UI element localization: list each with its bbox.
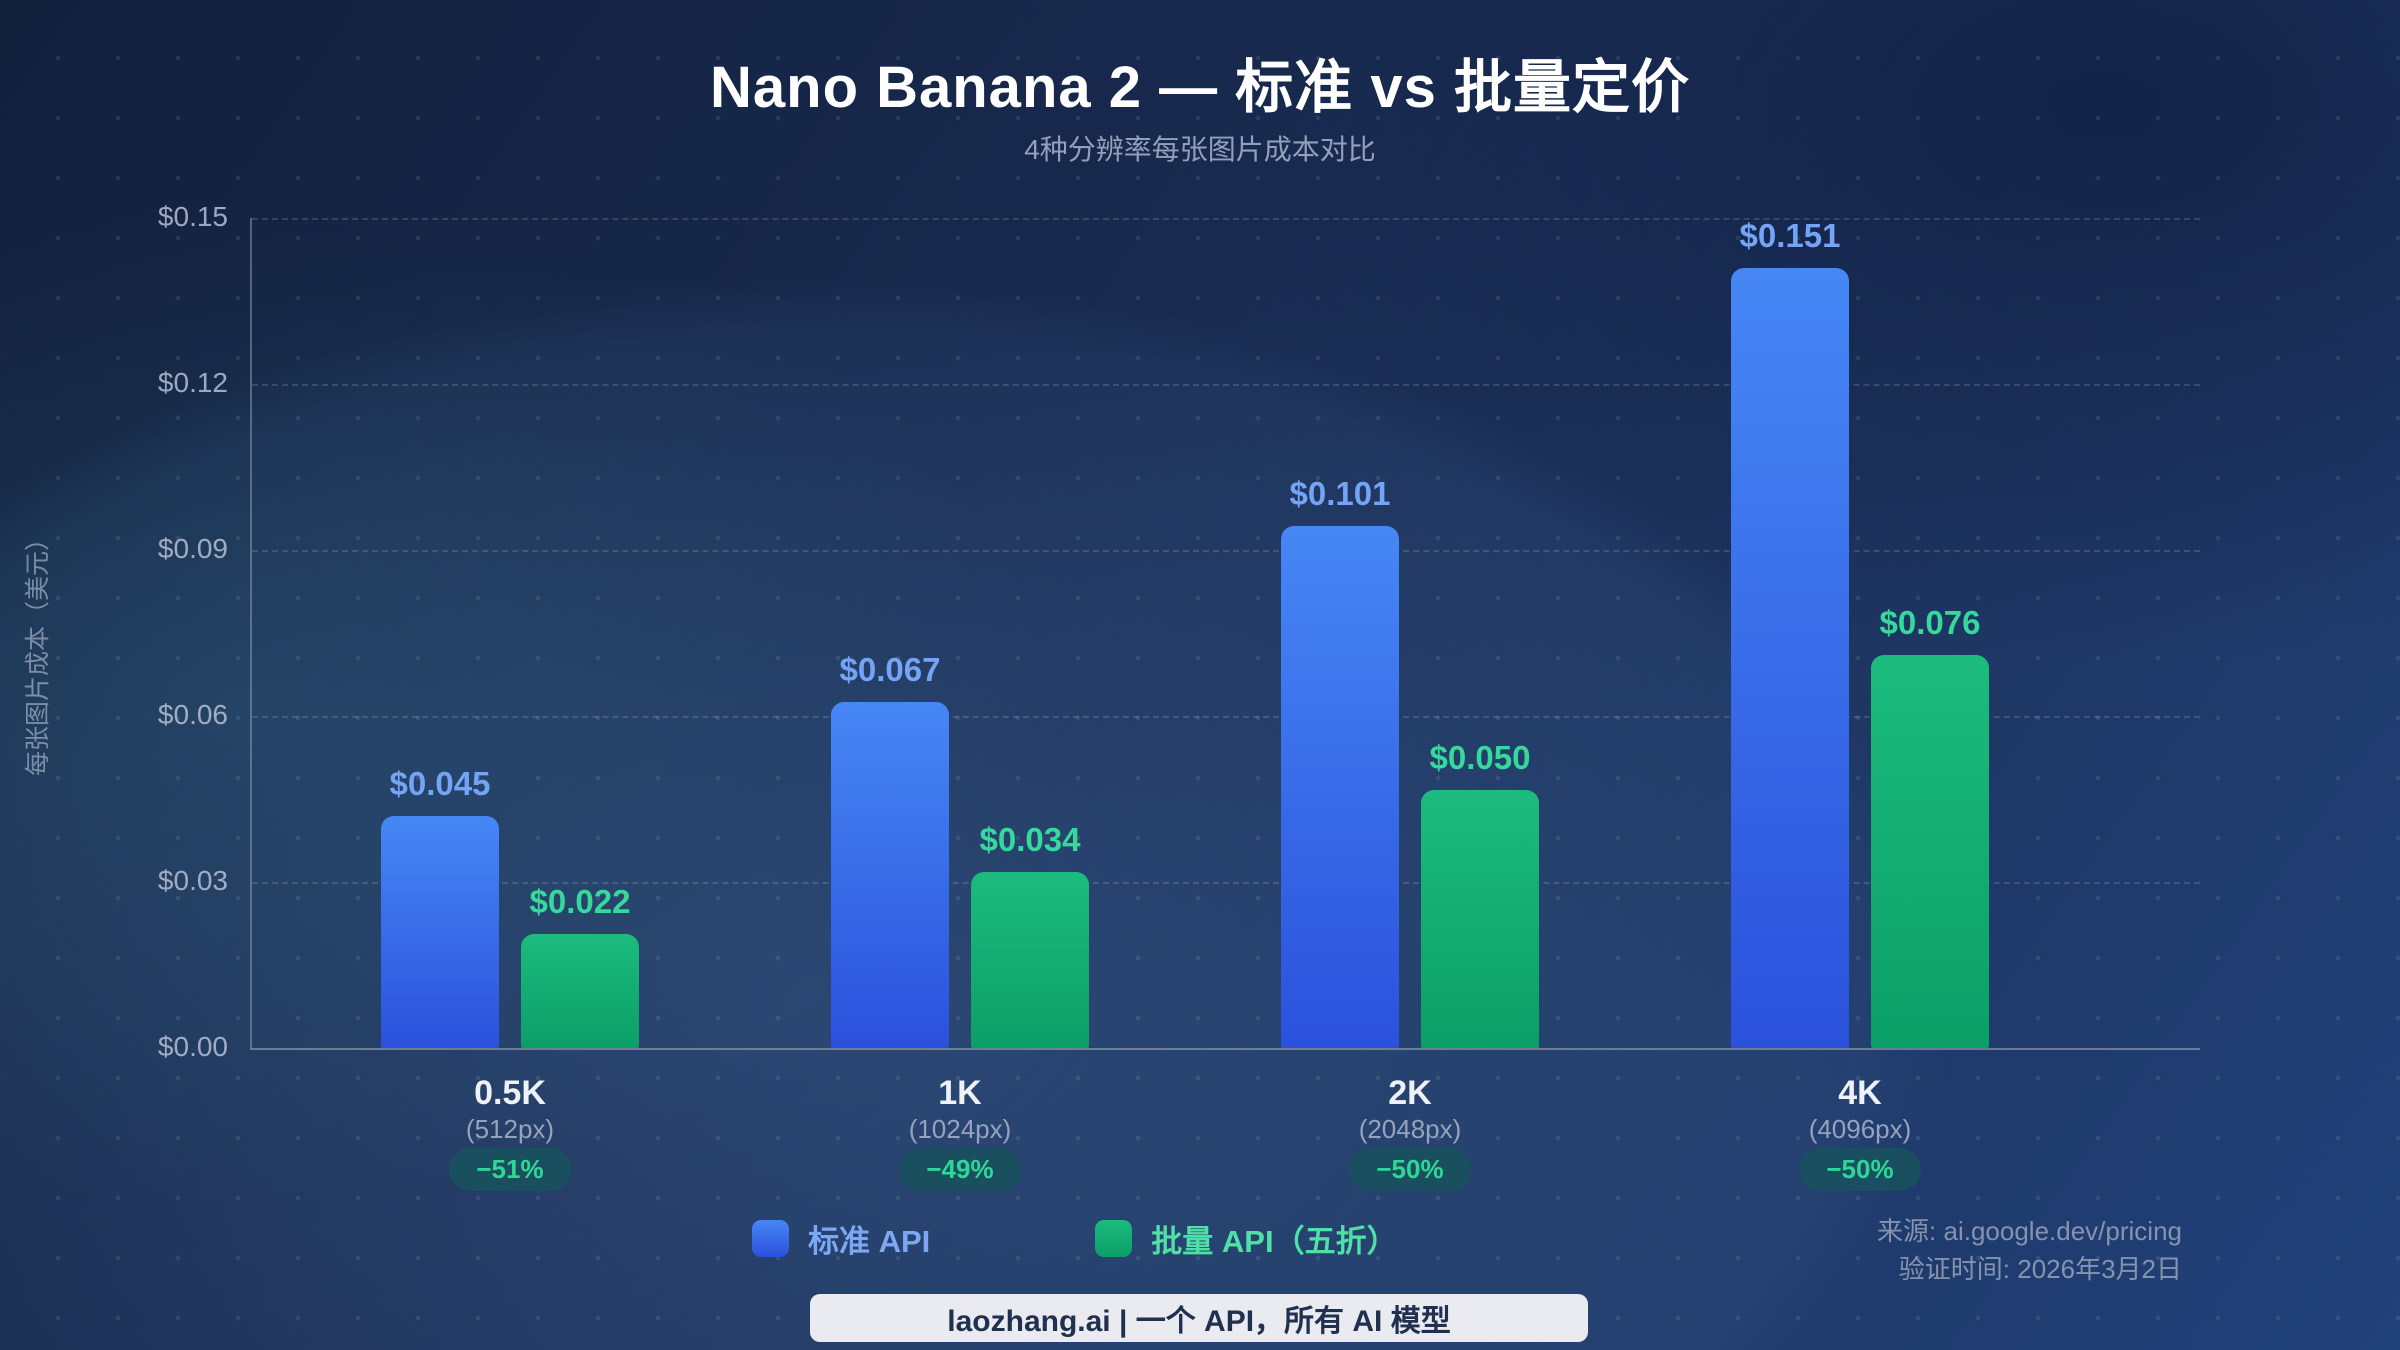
x-category-label: 0.5K bbox=[474, 1074, 546, 1112]
gridline bbox=[252, 716, 2200, 718]
gridline bbox=[252, 384, 2200, 386]
batch-value-label-2K: $0.050 bbox=[1429, 739, 1531, 776]
x-category-label: 2K bbox=[1388, 1074, 1432, 1112]
discount-badge: −49% bbox=[899, 1148, 1021, 1191]
standard-bar-4K bbox=[1731, 268, 1849, 1048]
x-resolution-label: (2048px) bbox=[1358, 1114, 1462, 1144]
source-line: 来源: ai.google.dev/pricing bbox=[1877, 1216, 2182, 1246]
legend-label-standard: 标准 API bbox=[808, 1224, 931, 1259]
chart-subtitle: 4种分辨率每张图片成本对比 bbox=[1024, 134, 1376, 165]
gridline bbox=[252, 550, 2200, 552]
gridline bbox=[252, 882, 2200, 884]
legend-label-batch: 批量 API（五折） bbox=[1151, 1224, 1398, 1259]
batch-bar-4K bbox=[1871, 655, 1989, 1048]
y-tick-label: $0.06 bbox=[157, 699, 228, 730]
discount-badge-wrap: −49% bbox=[735, 1148, 1185, 1191]
batch-value-label-0.5K: $0.022 bbox=[529, 883, 631, 920]
batch-bar-0.5K bbox=[521, 934, 639, 1048]
standard-value-label-2K: $0.101 bbox=[1289, 475, 1391, 512]
discount-badge: −51% bbox=[449, 1148, 571, 1191]
x-resolution-label: (1024px) bbox=[908, 1114, 1012, 1144]
legend: 标准 API 批量 API（五折） bbox=[752, 1216, 1398, 1261]
y-axis-title: 每张图片成本（美元） bbox=[24, 526, 52, 777]
x-axis-baseline bbox=[250, 1048, 2200, 1050]
discount-badge-wrap: −51% bbox=[285, 1148, 735, 1191]
batch-bar-2K bbox=[1421, 790, 1539, 1048]
standard-value-label-0.5K: $0.045 bbox=[389, 765, 491, 802]
y-tick-label: $0.00 bbox=[157, 1031, 228, 1062]
batch-value-label-4K: $0.076 bbox=[1879, 604, 1981, 641]
y-tick-label: $0.09 bbox=[157, 533, 228, 564]
discount-badge-wrap: −50% bbox=[1185, 1148, 1635, 1191]
discount-badge: −50% bbox=[1799, 1148, 1921, 1191]
discount-badge-wrap: −50% bbox=[1635, 1148, 2085, 1191]
x-resolution-label: (512px) bbox=[465, 1114, 555, 1144]
y-tick-label: $0.12 bbox=[157, 367, 228, 398]
y-tick-label: $0.15 bbox=[157, 201, 228, 232]
legend-item-batch: 批量 API（五折） bbox=[1095, 1216, 1398, 1261]
discount-badge: −50% bbox=[1349, 1148, 1471, 1191]
verified-line: 验证时间: 2026年3月2日 bbox=[1898, 1254, 2182, 1284]
gridline bbox=[252, 218, 2200, 220]
legend-swatch-standard bbox=[752, 1220, 789, 1257]
footer-banner: laozhang.ai | 一个 API，所有 AI 模型 bbox=[810, 1294, 1588, 1342]
standard-bar-1K bbox=[831, 702, 949, 1048]
source-note: 来源: ai.google.dev/pricing 验证时间: 2026年3月2… bbox=[1877, 1212, 2182, 1288]
standard-bar-0.5K bbox=[381, 816, 499, 1048]
legend-swatch-batch bbox=[1095, 1220, 1133, 1257]
legend-item-standard: 标准 API bbox=[752, 1216, 930, 1261]
standard-value-label-4K: $0.151 bbox=[1739, 217, 1841, 254]
standard-value-label-1K: $0.067 bbox=[839, 651, 941, 688]
y-axis-line bbox=[250, 218, 252, 1048]
x-category-label: 1K bbox=[938, 1074, 982, 1112]
batch-bar-1K bbox=[971, 872, 1089, 1048]
y-tick-label: $0.03 bbox=[157, 865, 228, 896]
standard-bar-2K bbox=[1281, 526, 1399, 1048]
x-resolution-label: (4096px) bbox=[1808, 1114, 1912, 1144]
batch-value-label-1K: $0.034 bbox=[979, 821, 1081, 858]
chart-title: Nano Banana 2 — 标准 vs 批量定价 bbox=[710, 55, 1690, 120]
x-category-label: 4K bbox=[1838, 1074, 1882, 1112]
